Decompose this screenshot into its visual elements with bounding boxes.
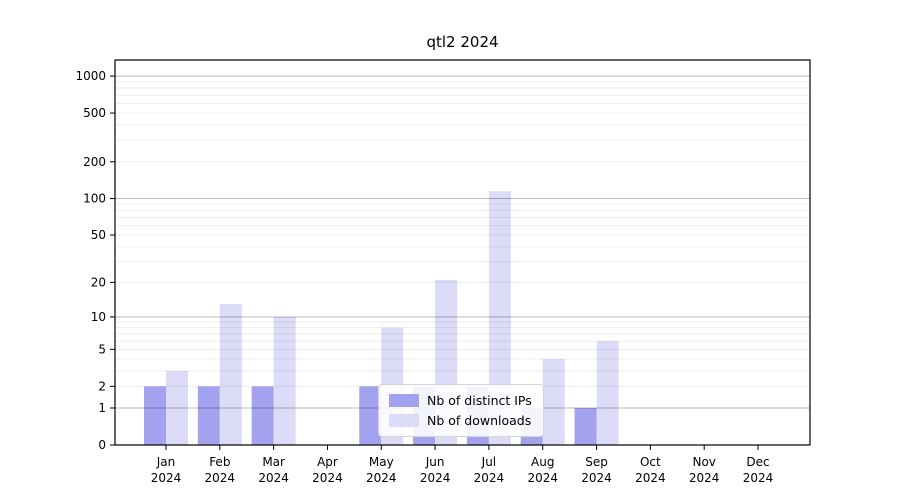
bar-downloads-Jul — [488, 191, 511, 445]
x-tick-label-month-Jul: Jul — [481, 455, 496, 469]
x-tick-label-month-Jun: Jun — [425, 455, 445, 469]
x-tick-label-year-Jul: 2024 — [474, 471, 505, 485]
x-tick-label-month-Apr: Apr — [317, 455, 338, 469]
bar-downloads-Aug — [542, 359, 565, 445]
bar-distinct-ips-May — [359, 386, 382, 445]
chart-title: qtl2 2024 — [426, 33, 499, 51]
x-tick-label-year-Jan: 2024 — [151, 471, 182, 485]
x-tick-label-month-Sep: Sep — [585, 455, 608, 469]
legend-label-distinct-ips: Nb of distinct IPs — [427, 393, 532, 408]
legend-swatch-downloads — [389, 414, 419, 427]
x-tick-label-month-Feb: Feb — [209, 455, 230, 469]
x-tick-label-year-Oct: 2024 — [635, 471, 666, 485]
x-tick-label-month-Nov: Nov — [692, 455, 715, 469]
y-tick-label-2: 2 — [98, 379, 106, 393]
y-tick-label-1: 1 — [98, 401, 106, 415]
y-tick-label-5: 5 — [98, 342, 106, 356]
bar-downloads-Sep — [596, 341, 619, 445]
x-tick-label-month-Jan: Jan — [156, 455, 176, 469]
bar-downloads-Jan — [166, 370, 188, 445]
x-tick-label-year-Sep: 2024 — [581, 471, 612, 485]
bar-distinct-ips-Mar — [251, 386, 274, 445]
x-tick-label-year-Jun: 2024 — [420, 471, 451, 485]
legend-label-downloads: Nb of downloads — [427, 413, 532, 428]
legend-item-downloads: Nb of downloads — [389, 413, 543, 428]
y-tick-label-1000: 1000 — [75, 69, 106, 83]
x-tick-label-year-Apr: 2024 — [312, 471, 343, 485]
x-tick-label-month-Aug: Aug — [531, 455, 554, 469]
x-tick-label-month-Mar: Mar — [262, 455, 285, 469]
legend-swatch-distinct-ips — [389, 394, 419, 407]
x-tick-label-year-Aug: 2024 — [527, 471, 558, 485]
x-tick-label-year-Mar: 2024 — [258, 471, 289, 485]
legend: Nb of distinct IPs Nb of downloads — [378, 384, 544, 437]
x-tick-label-month-May: May — [369, 455, 394, 469]
x-tick-label-year-Feb: 2024 — [205, 471, 236, 485]
x-tick-label-year-May: 2024 — [366, 471, 397, 485]
axes-frame — [114, 59, 811, 446]
x-tick-label-month-Dec: Dec — [746, 455, 769, 469]
x-tick-label-year-Dec: 2024 — [743, 471, 774, 485]
y-tick-label-500: 500 — [83, 106, 106, 120]
legend-item-distinct-ips: Nb of distinct IPs — [389, 393, 543, 408]
bar-distinct-ips-Jan — [144, 386, 166, 445]
bar-downloads-Mar — [273, 316, 296, 445]
x-tick-label-month-Oct: Oct — [640, 455, 661, 469]
bar-distinct-ips-Feb — [197, 386, 220, 445]
bar-distinct-ips-Sep — [574, 407, 597, 445]
y-tick-label-0: 0 — [98, 438, 106, 452]
y-tick-label-200: 200 — [83, 155, 106, 169]
y-tick-label-10: 10 — [91, 310, 106, 324]
bar-downloads-Feb — [219, 304, 242, 445]
x-tick-label-year-Nov: 2024 — [689, 471, 720, 485]
y-tick-label-100: 100 — [83, 192, 106, 206]
y-tick-label-50: 50 — [91, 228, 106, 242]
y-tick-label-20: 20 — [91, 275, 106, 289]
